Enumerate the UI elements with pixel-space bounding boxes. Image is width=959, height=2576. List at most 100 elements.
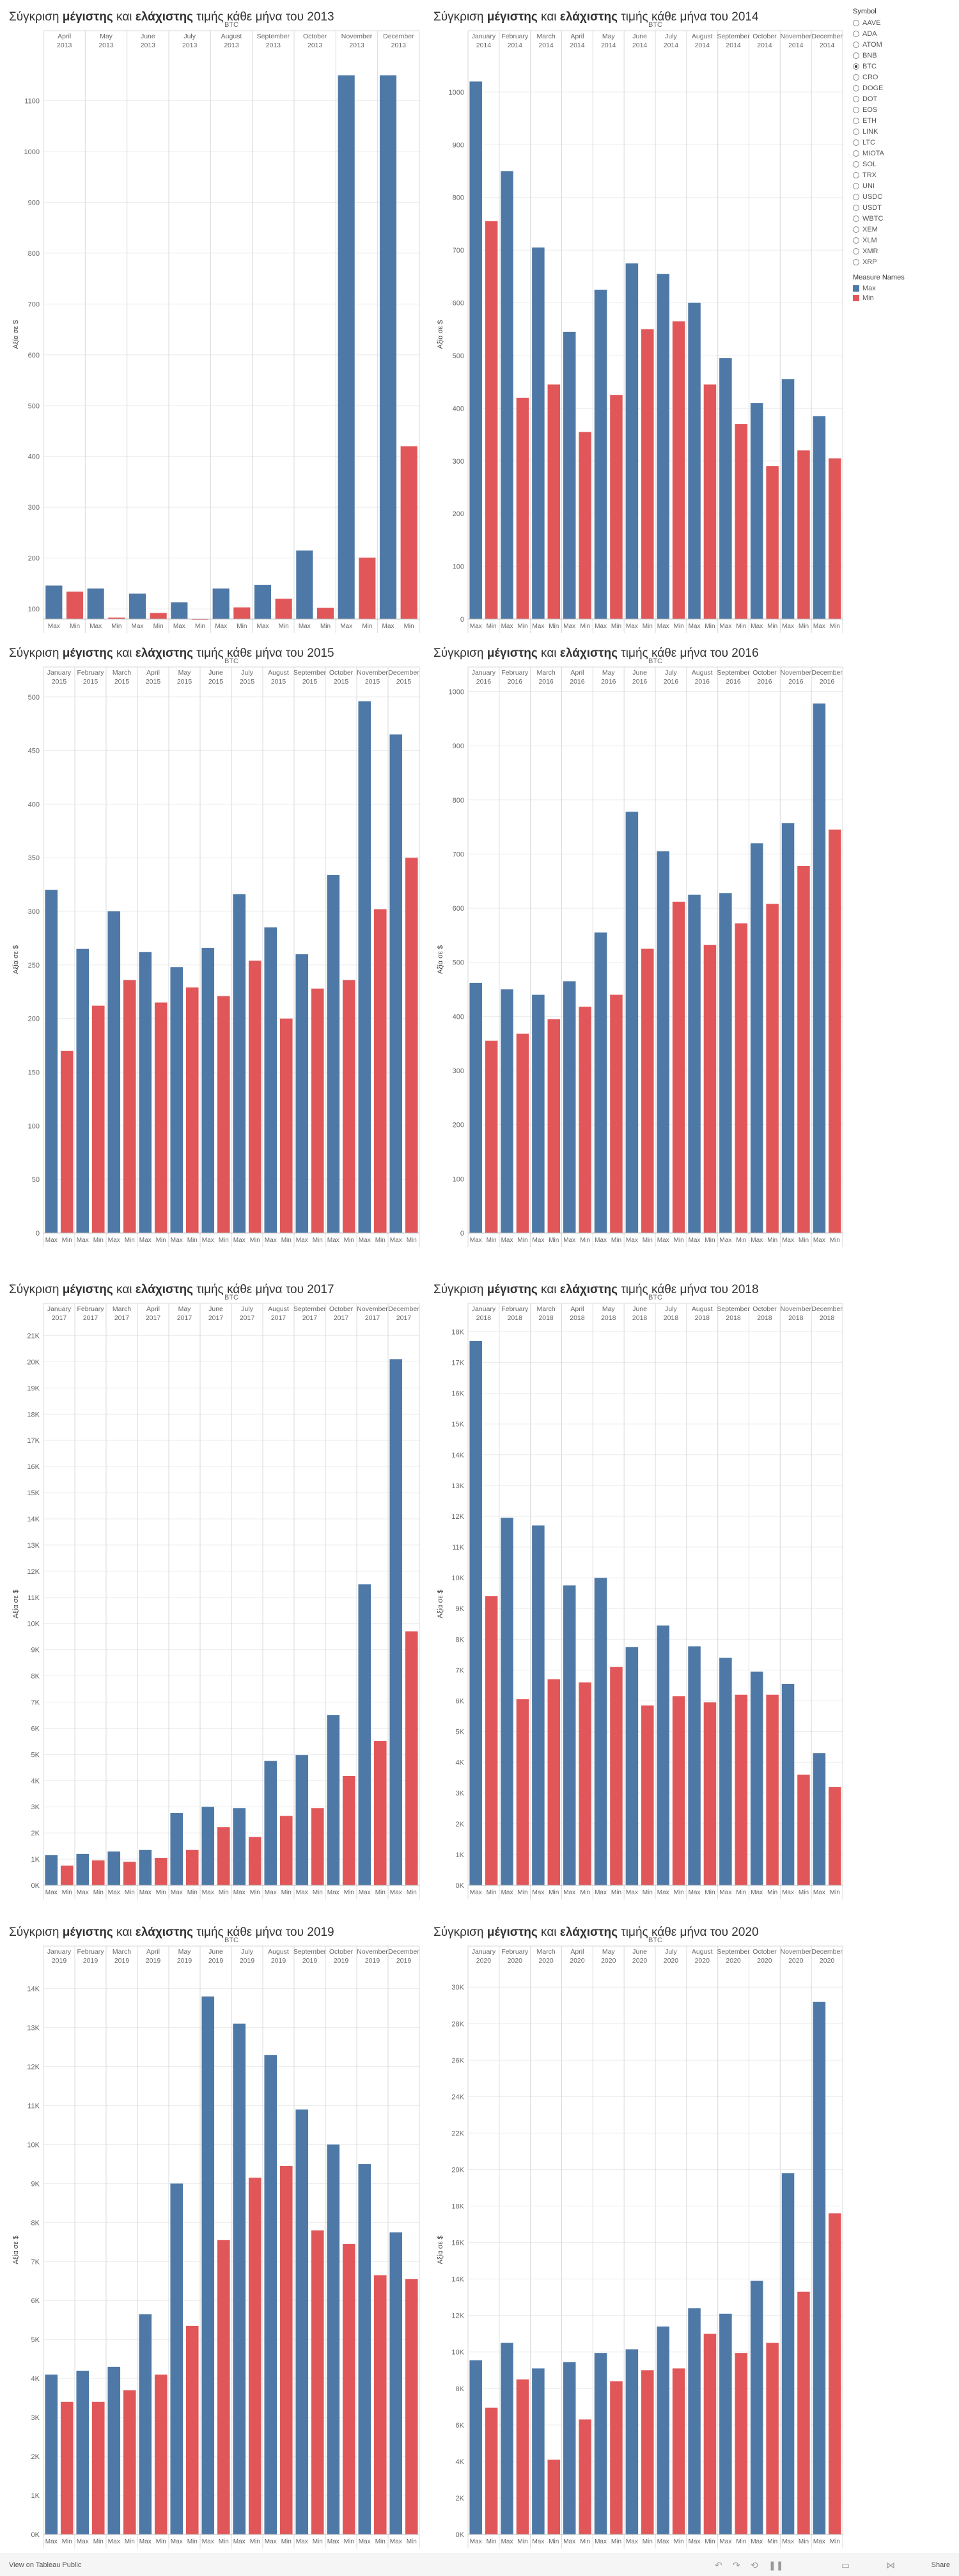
- radio-icon[interactable]: [853, 171, 859, 178]
- bar-min-2016[interactable]: [829, 829, 841, 1233]
- bar-min-2019[interactable]: [123, 2390, 136, 2534]
- bar-min-2018[interactable]: [829, 1787, 841, 1885]
- comment-icon[interactable]: ▭: [841, 2560, 850, 2570]
- radio-icon[interactable]: [853, 117, 859, 124]
- symbol-option-usdt[interactable]: USDT: [853, 202, 955, 213]
- bar-min-2016[interactable]: [579, 1007, 591, 1233]
- bar-min-2020[interactable]: [703, 2334, 717, 2534]
- bar-max-2018[interactable]: [813, 1753, 826, 1885]
- bar-max-2018[interactable]: [594, 1578, 607, 1885]
- radio-icon[interactable]: [853, 226, 859, 233]
- bar-min-2017[interactable]: [217, 1827, 230, 1885]
- bar-max-2013[interactable]: [379, 75, 397, 620]
- bar-max-2013[interactable]: [87, 588, 104, 619]
- bar-min-2015[interactable]: [405, 858, 418, 1233]
- bar-min-2019[interactable]: [60, 2401, 74, 2534]
- bar-min-2019[interactable]: [279, 2165, 293, 2534]
- bar-max-2015[interactable]: [327, 875, 340, 1233]
- bar-max-2019[interactable]: [264, 2055, 277, 2534]
- bar-max-2015[interactable]: [76, 948, 90, 1233]
- symbol-option-uni[interactable]: UNI: [853, 180, 955, 191]
- bar-max-2016[interactable]: [625, 812, 639, 1233]
- bar-max-2014[interactable]: [501, 171, 513, 619]
- bar-min-2018[interactable]: [485, 1596, 498, 1885]
- symbol-option-usdc[interactable]: USDC: [853, 191, 955, 202]
- bar-max-2014[interactable]: [469, 81, 482, 619]
- symbol-option-miota[interactable]: MIOTA: [853, 148, 955, 159]
- bar-max-2016[interactable]: [750, 843, 763, 1233]
- radio-icon[interactable]: [853, 128, 859, 135]
- bar-max-2015[interactable]: [45, 890, 58, 1233]
- bar-min-2016[interactable]: [672, 901, 685, 1233]
- bar-max-2016[interactable]: [657, 851, 669, 1233]
- radio-icon[interactable]: [853, 41, 859, 48]
- bar-max-2016[interactable]: [501, 989, 513, 1233]
- bar-min-2020[interactable]: [797, 2291, 810, 2534]
- bar-min-2016[interactable]: [547, 1019, 561, 1233]
- symbol-option-aave[interactable]: AAVE: [853, 17, 955, 28]
- bar-min-2020[interactable]: [672, 2368, 685, 2534]
- symbol-option-dot[interactable]: DOT: [853, 93, 955, 104]
- bar-min-2018[interactable]: [766, 1694, 779, 1885]
- bar-max-2020[interactable]: [469, 2360, 482, 2534]
- bar-min-2017[interactable]: [279, 1816, 293, 1885]
- bar-min-2018[interactable]: [797, 1774, 810, 1885]
- bar-max-2018[interactable]: [719, 1658, 732, 1885]
- bar-max-2017[interactable]: [233, 1808, 246, 1885]
- bar-min-2017[interactable]: [185, 1850, 199, 1885]
- bar-max-2017[interactable]: [45, 1855, 58, 1885]
- symbol-option-atom[interactable]: ATOM: [853, 39, 955, 50]
- bar-max-2019[interactable]: [233, 2023, 246, 2534]
- bar-min-2014[interactable]: [766, 466, 779, 619]
- bar-max-2017[interactable]: [201, 1807, 215, 1885]
- bar-min-2013[interactable]: [108, 617, 125, 619]
- bar-min-2020[interactable]: [735, 2353, 748, 2534]
- bar-min-2013[interactable]: [275, 599, 292, 619]
- bar-max-2019[interactable]: [76, 2370, 90, 2534]
- bar-min-2016[interactable]: [516, 1033, 529, 1233]
- bar-min-2015[interactable]: [217, 996, 230, 1234]
- bar-min-2014[interactable]: [579, 432, 591, 619]
- symbol-option-link[interactable]: LINK: [853, 126, 955, 137]
- bar-max-2015[interactable]: [107, 911, 121, 1233]
- symbol-option-wbtc[interactable]: WBTC: [853, 213, 955, 224]
- bar-min-2020[interactable]: [516, 2379, 529, 2534]
- bar-min-2018[interactable]: [610, 1667, 623, 1885]
- radio-icon[interactable]: [853, 30, 859, 37]
- bar-max-2015[interactable]: [389, 734, 403, 1233]
- bar-max-2014[interactable]: [563, 331, 576, 619]
- bar-min-2016[interactable]: [766, 904, 779, 1233]
- symbol-option-trx[interactable]: TRX: [853, 169, 955, 180]
- bar-max-2016[interactable]: [563, 981, 576, 1233]
- share-icon[interactable]: ⋈: [886, 2560, 895, 2570]
- radio-icon[interactable]: [853, 258, 859, 265]
- bar-min-2018[interactable]: [641, 1705, 654, 1885]
- symbol-option-sol[interactable]: SOL: [853, 159, 955, 169]
- bar-max-2013[interactable]: [254, 585, 272, 619]
- bar-max-2019[interactable]: [389, 2232, 403, 2534]
- bar-max-2020[interactable]: [532, 2368, 545, 2534]
- bar-max-2015[interactable]: [358, 701, 371, 1233]
- bar-max-2014[interactable]: [532, 247, 545, 619]
- bar-min-2019[interactable]: [373, 2275, 387, 2534]
- bar-min-2014[interactable]: [641, 329, 654, 619]
- bar-max-2017[interactable]: [389, 1359, 403, 1885]
- bar-max-2013[interactable]: [171, 602, 188, 619]
- bar-max-2014[interactable]: [625, 263, 639, 619]
- bar-max-2016[interactable]: [719, 893, 732, 1233]
- bar-max-2016[interactable]: [594, 932, 607, 1233]
- bar-max-2013[interactable]: [45, 585, 63, 619]
- bar-min-2016[interactable]: [485, 1041, 498, 1233]
- bar-min-2018[interactable]: [516, 1699, 529, 1885]
- bar-max-2017[interactable]: [76, 1853, 90, 1885]
- bar-min-2013[interactable]: [66, 592, 84, 619]
- symbol-option-btc[interactable]: BTC: [853, 61, 955, 72]
- bar-min-2015[interactable]: [373, 909, 387, 1233]
- bar-min-2014[interactable]: [735, 424, 748, 619]
- bar-min-2017[interactable]: [123, 1862, 136, 1885]
- bar-min-2016[interactable]: [641, 948, 654, 1233]
- bar-min-2015[interactable]: [342, 980, 355, 1233]
- bar-min-2013[interactable]: [233, 607, 251, 619]
- bar-max-2020[interactable]: [625, 2349, 639, 2534]
- bar-min-2015[interactable]: [248, 961, 261, 1233]
